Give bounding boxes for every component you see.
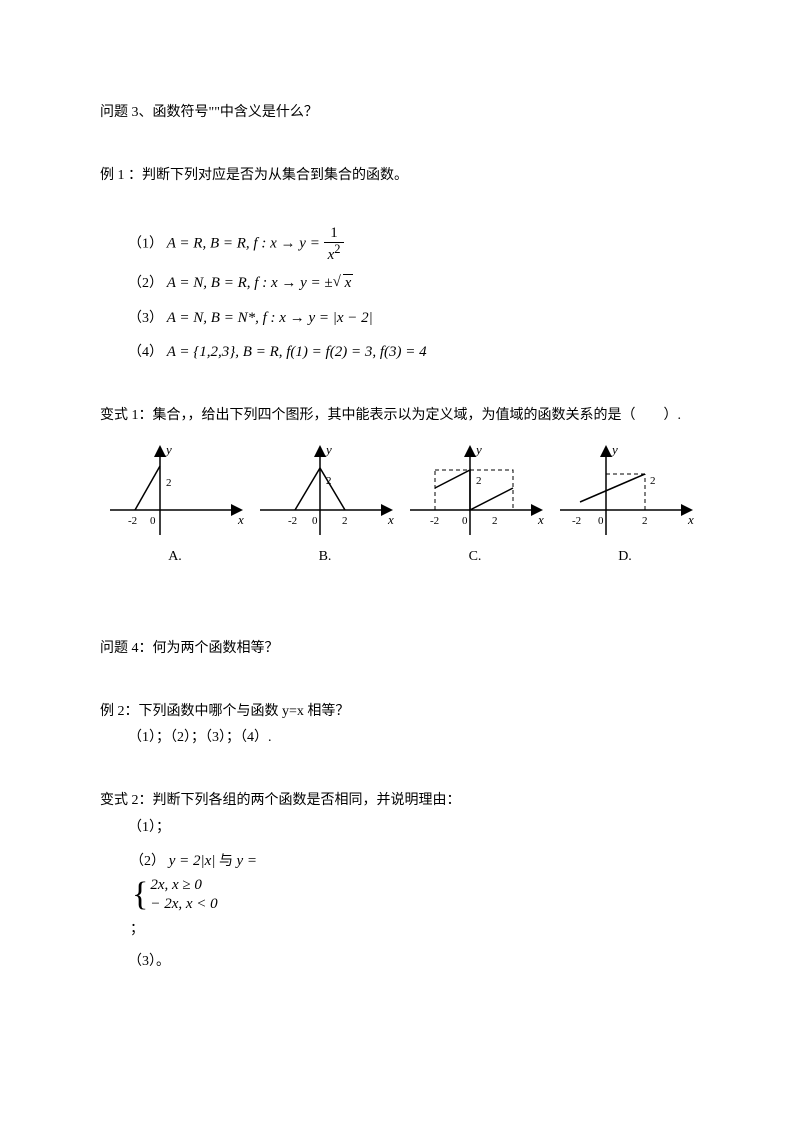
graph-d-label: D.: [550, 544, 700, 571]
svg-text:2: 2: [342, 515, 348, 527]
svg-text:2: 2: [492, 515, 498, 527]
svg-text:2: 2: [166, 477, 172, 489]
variant-2-item-1: （1）；: [100, 815, 700, 842]
variant-2-item-3: （3）。: [100, 949, 700, 976]
svg-text:x: x: [537, 512, 544, 527]
graph-c-label: C.: [400, 544, 550, 571]
ex1-item-4: （4） A = {1,2,3}, B = R, f(1) = f(2) = 3,…: [128, 338, 700, 367]
example-1-intro: 例 1 ：判断下列对应是否为从集合到集合的函数。: [100, 163, 700, 190]
svg-text:y: y: [610, 442, 618, 457]
variant-2-item-2: （2） y = 2|x| 与 y = { 2x, x ≥ 0 − 2x, x <…: [100, 847, 700, 943]
svg-text:2: 2: [476, 475, 482, 487]
graph-c: y x -2 0 2 2: [400, 440, 550, 540]
graph-d: y x -2 0 2 2: [550, 440, 700, 540]
svg-text:0: 0: [150, 515, 156, 527]
graph-a-label: A.: [100, 544, 250, 571]
svg-text:-2: -2: [572, 515, 581, 527]
svg-text:2: 2: [642, 515, 648, 527]
ex1-item-2: （2） A = N, B = R, f : x → y = ±x: [128, 269, 700, 298]
svg-text:-2: -2: [430, 515, 439, 527]
graph-b-label: B.: [250, 544, 400, 571]
svg-text:y: y: [474, 442, 482, 457]
svg-text:x: x: [387, 512, 394, 527]
variant-1-text: 变式 1：集合，，给出下列四个图形，其中能表示以为定义域，为值域的函数关系的是（…: [100, 403, 700, 430]
ex1-item-3: （3） A = N, B = N*, f : x → y = |x − 2|: [128, 304, 700, 333]
variant-2-intro: 变式 2：判断下列各组的两个函数是否相同，并说明理由：: [100, 788, 700, 815]
ex1-item-1: （1） A = R, B = R, f : x → y = 1 x2: [128, 225, 700, 263]
svg-text:x: x: [687, 512, 694, 527]
question-4: 问题 4：何为两个函数相等？: [100, 636, 700, 663]
svg-text:y: y: [164, 442, 172, 457]
svg-text:y: y: [324, 442, 332, 457]
svg-text:0: 0: [462, 515, 468, 527]
svg-text:-2: -2: [128, 515, 137, 527]
svg-text:x: x: [237, 512, 244, 527]
question-3: 问题 3、函数符号""中含义是什么？: [100, 105, 318, 120]
graph-a: y x -2 0 2: [100, 440, 250, 540]
graph-b: y x -2 0 2 2: [250, 440, 400, 540]
svg-text:-2: -2: [288, 515, 297, 527]
svg-text:2: 2: [650, 475, 656, 487]
example-2-intro: 例 2：下列函数中哪个与函数 y=x 相等？: [100, 699, 700, 726]
svg-text:0: 0: [598, 515, 604, 527]
graph-row: y x -2 0 2 A. y x: [100, 440, 700, 571]
svg-text:0: 0: [312, 515, 318, 527]
example-2-items: （1）；（2）；（3）；（4）.: [100, 725, 700, 752]
